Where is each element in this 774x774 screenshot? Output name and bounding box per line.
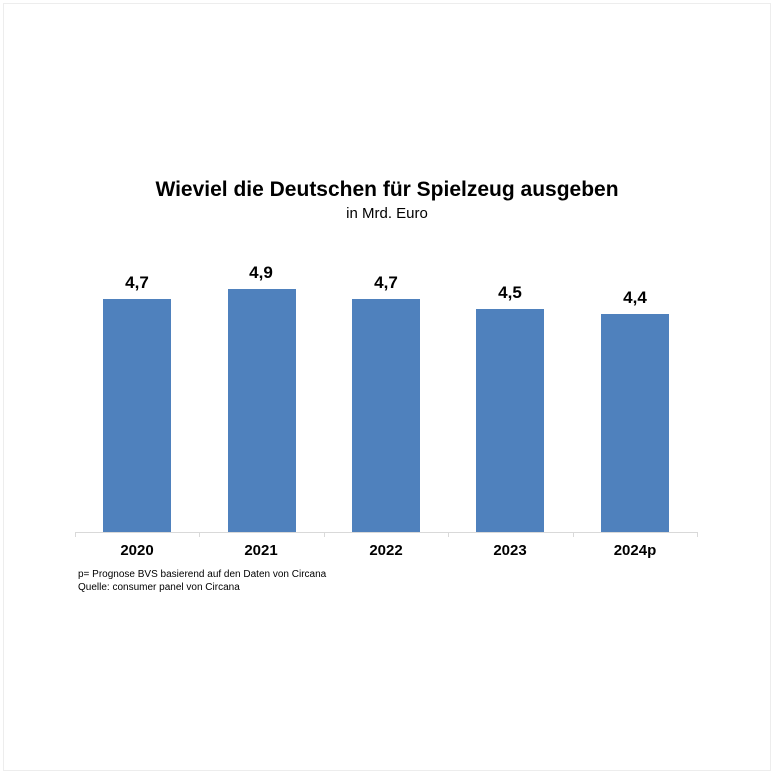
- x-axis-label-2024p: 2024p: [613, 542, 657, 559]
- chart-title: Wieviel die Deutschen für Spielzeug ausg…: [155, 178, 619, 201]
- footnote-quelle: Quelle: consumer panel von Circana: [78, 582, 240, 593]
- bar-2021: [228, 289, 296, 532]
- footnotes: p= Prognose BVS basierend auf den Daten …: [78, 568, 326, 594]
- x-axis-label-2021: 2021: [244, 542, 278, 559]
- x-axis-tick: [75, 532, 76, 537]
- x-axis-tick: [324, 532, 325, 537]
- bar-2020: [103, 299, 171, 532]
- bar-2024p: [601, 314, 669, 532]
- bar-2023: [476, 309, 544, 532]
- x-axis-tick: [448, 532, 449, 537]
- value-label-2020: 4,7: [125, 273, 149, 292]
- value-label-2024p: 4,4: [623, 288, 647, 307]
- value-label-2022: 4,7: [374, 273, 398, 292]
- x-axis-label-2020: 2020: [120, 542, 154, 559]
- chart-subtitle: in Mrd. Euro: [346, 205, 428, 222]
- footnote-prognose: p= Prognose BVS basierend auf den Daten …: [78, 569, 327, 580]
- x-axis-label-2022: 2022: [369, 542, 403, 559]
- x-axis-tick: [697, 532, 698, 537]
- x-axis-tick: [199, 532, 200, 537]
- value-label-2021: 4,9: [249, 263, 273, 282]
- value-label-2023: 4,5: [498, 283, 522, 302]
- x-axis-tick: [573, 532, 574, 537]
- bar-2022: [352, 299, 420, 532]
- x-axis-label-2023: 2023: [493, 542, 527, 559]
- x-axis-line: [75, 532, 697, 533]
